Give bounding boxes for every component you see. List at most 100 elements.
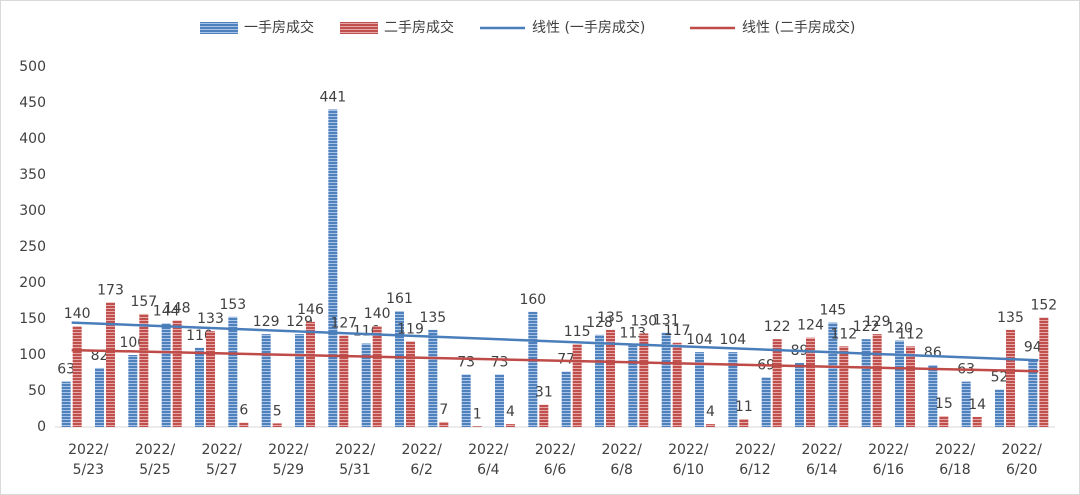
data-label: 140 xyxy=(64,306,91,322)
data-label: 112 xyxy=(897,326,924,342)
y-tick-label: 350 xyxy=(19,167,46,183)
y-tick-label: 500 xyxy=(19,59,46,75)
bar xyxy=(872,334,882,427)
x-tick-label: 2022/6/4 xyxy=(468,442,509,478)
data-label: 160 xyxy=(519,292,546,308)
data-label: 129 xyxy=(864,314,891,330)
bar xyxy=(195,347,204,427)
x-tick-label: 2022/6/10 xyxy=(668,442,709,478)
x-tick-label: 2022/5/23 xyxy=(68,442,109,478)
bar xyxy=(972,416,982,427)
bar xyxy=(306,321,315,427)
bar xyxy=(461,374,471,427)
bar xyxy=(295,334,304,427)
y-tick-label: 100 xyxy=(19,347,46,363)
data-label: 157 xyxy=(130,294,157,310)
y-tick-label: 200 xyxy=(19,275,46,291)
bar xyxy=(595,334,604,427)
bar xyxy=(739,419,749,427)
data-label: 128 xyxy=(586,315,613,331)
bar xyxy=(861,339,871,427)
data-label: 127 xyxy=(330,316,357,332)
data-label: 140 xyxy=(364,306,391,322)
data-label: 129 xyxy=(253,314,280,330)
bar xyxy=(272,423,282,427)
data-label: 94 xyxy=(1024,339,1042,355)
data-label: 441 xyxy=(319,89,346,105)
bar xyxy=(995,389,1004,427)
data-label: 130 xyxy=(630,313,657,329)
trend-line xyxy=(71,321,1039,362)
bar xyxy=(495,374,504,427)
bar xyxy=(572,344,582,427)
data-label: 73 xyxy=(491,354,509,370)
data-label: 6 xyxy=(239,403,248,419)
x-tick-label: 2022/6/12 xyxy=(735,442,776,478)
bar xyxy=(661,332,671,427)
bar xyxy=(828,322,838,427)
data-label: 148 xyxy=(164,300,191,316)
data-label: 86 xyxy=(924,345,942,361)
x-tick-label: 2022/5/27 xyxy=(201,442,242,478)
legend-label: 二手房成交 xyxy=(384,19,454,36)
data-label: 117 xyxy=(664,323,691,339)
y-tick-label: 250 xyxy=(19,239,46,255)
data-label: 120 xyxy=(886,321,913,337)
data-label: 7 xyxy=(439,402,448,418)
bar xyxy=(72,326,82,427)
bar xyxy=(706,424,715,427)
bar xyxy=(928,365,938,427)
bar xyxy=(695,352,704,427)
x-tick-label: 2022/6/16 xyxy=(868,442,909,478)
data-label: 31 xyxy=(535,385,553,401)
data-label: 146 xyxy=(297,302,324,318)
x-tick-label: 2022/6/6 xyxy=(535,442,576,478)
x-tick-label: 2022/6/2 xyxy=(401,442,442,478)
bar xyxy=(1039,317,1049,427)
bar xyxy=(528,311,538,427)
data-label: 11 xyxy=(735,399,753,415)
bar xyxy=(128,355,138,427)
data-label: 63 xyxy=(57,362,75,378)
data-label: 133 xyxy=(197,311,224,327)
x-tick-label: 2022/6/8 xyxy=(601,442,642,478)
data-label: 124 xyxy=(797,318,824,334)
legend-swatch xyxy=(340,22,378,34)
data-label: 145 xyxy=(819,303,846,319)
bar xyxy=(439,421,449,427)
x-tick-label: 2022/5/31 xyxy=(335,442,376,478)
bar xyxy=(1028,359,1038,427)
bar xyxy=(161,323,171,427)
data-label: 4 xyxy=(706,404,715,420)
data-label: 77 xyxy=(557,352,575,368)
data-label: 112 xyxy=(830,326,857,342)
bar xyxy=(361,343,371,427)
y-tick-label: 150 xyxy=(19,311,46,327)
bar xyxy=(1006,329,1015,427)
data-label: 135 xyxy=(597,310,624,326)
data-label: 4 xyxy=(506,404,515,420)
bar xyxy=(61,381,71,427)
bar xyxy=(239,422,249,427)
data-label: 104 xyxy=(719,332,746,348)
data-label: 135 xyxy=(997,310,1024,326)
bar xyxy=(406,341,415,427)
data-label: 152 xyxy=(1030,298,1057,314)
bar xyxy=(328,109,338,427)
legend-label: 线性 (二手房成交) xyxy=(742,19,855,36)
bar xyxy=(228,316,238,427)
y-tick-label: 450 xyxy=(19,95,46,111)
x-tick-label: 2022/6/20 xyxy=(1001,442,1042,478)
bar xyxy=(672,342,682,427)
data-label: 15 xyxy=(935,396,953,412)
bar xyxy=(728,352,738,427)
data-label: 52 xyxy=(991,370,1009,386)
data-label: 119 xyxy=(397,321,424,337)
bar xyxy=(506,424,515,427)
bar xyxy=(939,416,949,427)
bar xyxy=(961,381,971,427)
y-tick-label: 50 xyxy=(28,383,46,399)
bar xyxy=(339,335,349,427)
y-tick-label: 400 xyxy=(19,131,46,147)
y-tick-label: 300 xyxy=(19,203,46,219)
